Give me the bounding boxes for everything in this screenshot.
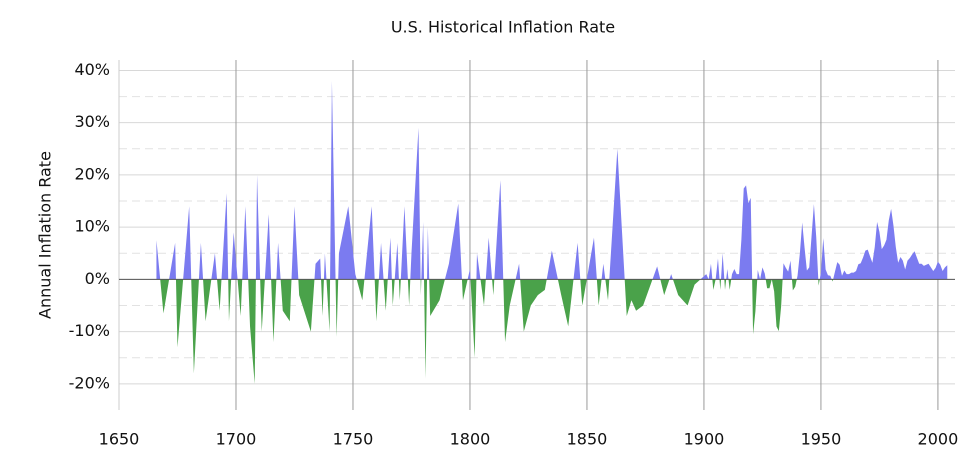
- x-tick-label: 1650: [99, 430, 140, 449]
- x-tick-label: 1700: [216, 430, 257, 449]
- x-tick-label: 1850: [567, 430, 608, 449]
- x-tick-label: 1800: [450, 430, 491, 449]
- x-tick-label: 1950: [801, 430, 842, 449]
- y-axis-label: Annual Inflation Rate: [36, 151, 55, 319]
- inflation-area: [156, 80, 948, 384]
- x-tick-label: 2000: [918, 430, 959, 449]
- y-tick-label: 10%: [74, 217, 110, 236]
- y-tick-label: -10%: [69, 321, 110, 340]
- y-tick-label: 0%: [85, 269, 110, 288]
- y-tick-label: 20%: [74, 164, 110, 183]
- y-tick-label: 30%: [74, 112, 110, 131]
- y-tick-label: -20%: [69, 373, 110, 392]
- x-tick-label: 1900: [684, 430, 725, 449]
- chart-title: U.S. Historical Inflation Rate: [391, 18, 615, 37]
- y-tick-label: 40%: [74, 60, 110, 79]
- x-tick-label: 1750: [333, 430, 374, 449]
